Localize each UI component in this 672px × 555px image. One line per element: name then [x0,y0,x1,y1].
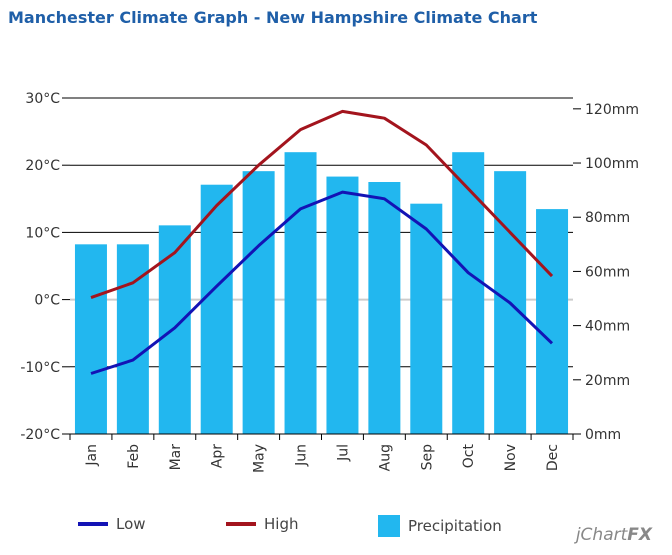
left-tick-label: 10°C [25,225,60,241]
precipitation-bar [452,152,485,434]
precipitation-bar [116,244,149,434]
legend-low-swatch [78,522,108,526]
category-label: Sep [419,444,435,471]
category-label: Aug [377,444,393,471]
precipitation-bar [410,203,443,434]
right-tick-label: 100mm [585,156,639,172]
chart-title: Manchester Climate Graph - New Hampshire… [8,8,538,27]
right-tick-label: 20mm [585,373,630,389]
legend-low-label: Low [116,515,146,533]
left-tick-label: 20°C [25,158,60,174]
left-tick-label: -10°C [20,360,60,376]
precipitation-bar [200,184,233,434]
right-tick-label: 80mm [585,210,630,226]
jchartfx-logo: jChartFX [575,525,652,545]
legend-item-high[interactable]: High [226,515,298,533]
category-label: Oct [461,444,477,469]
left-tick-label: 30°C [25,91,60,107]
precipitation-bar [242,171,275,434]
category-label: Nov [503,444,519,471]
legend-item-precipitation[interactable]: Precipitation [378,515,502,537]
category-label: Apr [210,444,226,468]
precipitation-bar [74,244,107,434]
low-temperature-line [90,190,554,375]
right-tick-label: 60mm [585,264,630,280]
right-tick-label: 40mm [585,319,630,335]
category-label: Feb [126,444,142,469]
legend-high-label: High [264,515,299,533]
climate-chart: 30°C 20°C 10°C 0°C -10°C -20°C 120mm 100mm 80mm 6… [20,91,639,473]
category-label: Jun [294,444,310,467]
legend-item-low[interactable]: Low [78,515,146,533]
category-label: Jul [335,444,351,462]
left-tick-label: -20°C [20,427,60,443]
precipitation-bar [284,152,317,434]
legend-precipitation-label: Precipitation [408,517,502,535]
category-label: Mar [168,444,184,471]
legend-precipitation-swatch [378,515,400,537]
right-tick-label: 120mm [585,102,639,118]
precipitation-bar [368,182,401,434]
high-temperature-line [90,109,554,300]
precipitation-bar [536,209,569,434]
legend-high-swatch [226,522,256,526]
chart-legend: Low High Precipitation [0,515,672,543]
right-tick-label: 0mm [585,427,621,443]
category-label: Jan [84,444,100,467]
left-tick-label: 0°C [34,293,60,309]
category-label: Dec [545,444,561,471]
precipitation-bar [326,176,359,435]
category-label: May [252,444,268,473]
